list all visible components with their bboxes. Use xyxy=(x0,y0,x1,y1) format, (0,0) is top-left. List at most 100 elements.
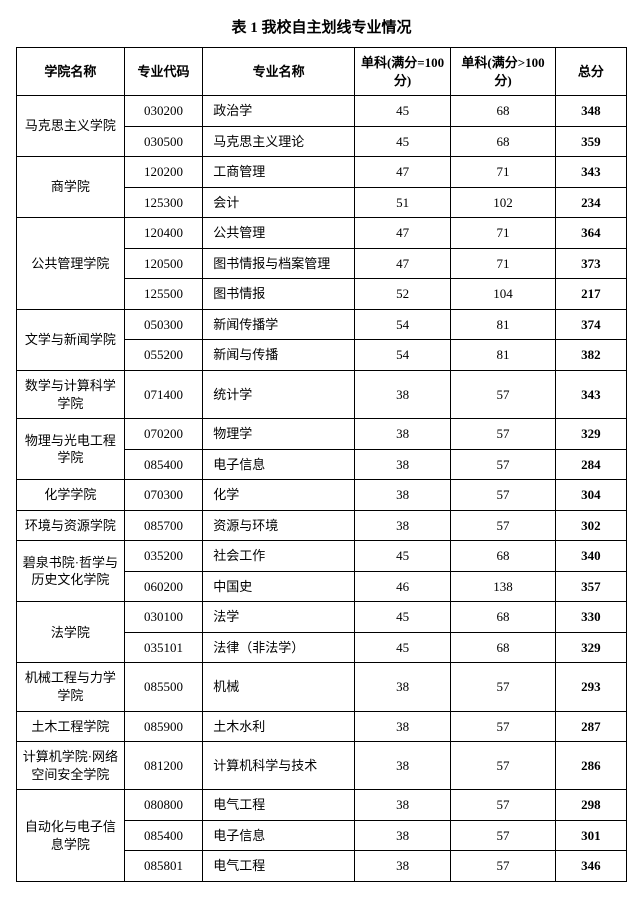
cell-total: 382 xyxy=(555,340,626,371)
cell-college: 土木工程学院 xyxy=(17,711,125,742)
cell-total: 364 xyxy=(555,218,626,249)
cell-major: 电子信息 xyxy=(203,449,355,480)
cell-major: 电气工程 xyxy=(203,790,355,821)
cell-total: 284 xyxy=(555,449,626,480)
cell-score2: 71 xyxy=(451,248,556,279)
cell-score2: 57 xyxy=(451,742,556,790)
cell-score2: 138 xyxy=(451,571,556,602)
cell-total: 346 xyxy=(555,851,626,882)
cell-major: 公共管理 xyxy=(203,218,355,249)
cell-code: 085400 xyxy=(124,449,202,480)
cell-major: 中国史 xyxy=(203,571,355,602)
cell-major: 资源与环境 xyxy=(203,510,355,541)
table-row: 计算机学院·网络空间安全学院081200计算机科学与技术3857286 xyxy=(17,742,627,790)
table-row: 化学学院070300化学3857304 xyxy=(17,480,627,511)
cell-score1: 46 xyxy=(354,571,450,602)
cell-code: 050300 xyxy=(124,309,202,340)
cell-code: 030100 xyxy=(124,602,202,633)
cell-score2: 102 xyxy=(451,187,556,218)
cell-total: 302 xyxy=(555,510,626,541)
cell-total: 343 xyxy=(555,371,626,419)
cell-college: 文学与新闻学院 xyxy=(17,309,125,370)
cell-score1: 54 xyxy=(354,309,450,340)
cell-code: 080800 xyxy=(124,790,202,821)
cell-major: 政治学 xyxy=(203,96,355,127)
cell-code: 030500 xyxy=(124,126,202,157)
cell-college: 物理与光电工程学院 xyxy=(17,419,125,480)
cell-total: 329 xyxy=(555,632,626,663)
cell-major: 法律（非法学） xyxy=(203,632,355,663)
cell-score2: 71 xyxy=(451,218,556,249)
cell-total: 330 xyxy=(555,602,626,633)
cell-score1: 38 xyxy=(354,790,450,821)
cell-total: 357 xyxy=(555,571,626,602)
th-code: 专业代码 xyxy=(124,48,202,96)
cell-code: 085700 xyxy=(124,510,202,541)
table-title: 表 1 我校自主划线专业情况 xyxy=(16,16,627,37)
cell-score2: 57 xyxy=(451,820,556,851)
table-row: 商学院120200工商管理4771343 xyxy=(17,157,627,188)
cell-code: 035101 xyxy=(124,632,202,663)
cell-code: 071400 xyxy=(124,371,202,419)
cell-score1: 45 xyxy=(354,632,450,663)
cell-score2: 71 xyxy=(451,157,556,188)
cell-major: 社会工作 xyxy=(203,541,355,572)
cell-code: 085900 xyxy=(124,711,202,742)
cell-college: 机械工程与力学学院 xyxy=(17,663,125,711)
cell-major: 图书情报 xyxy=(203,279,355,310)
cell-code: 035200 xyxy=(124,541,202,572)
cell-total: 374 xyxy=(555,309,626,340)
th-score1: 单科(满分=100 分) xyxy=(354,48,450,96)
cell-major: 工商管理 xyxy=(203,157,355,188)
cell-total: 293 xyxy=(555,663,626,711)
cell-major: 电子信息 xyxy=(203,820,355,851)
cell-score2: 57 xyxy=(451,480,556,511)
cell-score1: 45 xyxy=(354,541,450,572)
cell-score2: 57 xyxy=(451,510,556,541)
table-row: 碧泉书院·哲学与历史文化学院035200社会工作4568340 xyxy=(17,541,627,572)
cell-total: 287 xyxy=(555,711,626,742)
cell-major: 计算机科学与技术 xyxy=(203,742,355,790)
cell-major: 图书情报与档案管理 xyxy=(203,248,355,279)
th-total: 总分 xyxy=(555,48,626,96)
table-row: 土木工程学院085900土木水利3857287 xyxy=(17,711,627,742)
cell-score2: 57 xyxy=(451,851,556,882)
cell-total: 217 xyxy=(555,279,626,310)
cell-code: 085500 xyxy=(124,663,202,711)
cell-score2: 68 xyxy=(451,602,556,633)
cell-score2: 57 xyxy=(451,371,556,419)
cell-college: 法学院 xyxy=(17,602,125,663)
cell-score2: 57 xyxy=(451,790,556,821)
score-table: 学院名称 专业代码 专业名称 单科(满分=100 分) 单科(满分>100 分)… xyxy=(16,47,627,882)
cell-total: 329 xyxy=(555,419,626,450)
cell-score1: 38 xyxy=(354,449,450,480)
cell-score1: 38 xyxy=(354,711,450,742)
cell-college: 公共管理学院 xyxy=(17,218,125,310)
cell-score1: 47 xyxy=(354,218,450,249)
cell-total: 359 xyxy=(555,126,626,157)
cell-score2: 68 xyxy=(451,541,556,572)
cell-score1: 47 xyxy=(354,248,450,279)
cell-college: 商学院 xyxy=(17,157,125,218)
cell-major: 马克思主义理论 xyxy=(203,126,355,157)
cell-major: 会计 xyxy=(203,187,355,218)
cell-score1: 38 xyxy=(354,371,450,419)
table-header-row: 学院名称 专业代码 专业名称 单科(满分=100 分) 单科(满分>100 分)… xyxy=(17,48,627,96)
table-row: 公共管理学院120400公共管理4771364 xyxy=(17,218,627,249)
cell-college: 自动化与电子信息学院 xyxy=(17,790,125,882)
table-row: 文学与新闻学院050300新闻传播学5481374 xyxy=(17,309,627,340)
cell-total: 298 xyxy=(555,790,626,821)
cell-total: 373 xyxy=(555,248,626,279)
cell-total: 343 xyxy=(555,157,626,188)
cell-score2: 81 xyxy=(451,309,556,340)
cell-score2: 81 xyxy=(451,340,556,371)
cell-score1: 54 xyxy=(354,340,450,371)
cell-college: 计算机学院·网络空间安全学院 xyxy=(17,742,125,790)
cell-score1: 38 xyxy=(354,851,450,882)
cell-total: 304 xyxy=(555,480,626,511)
cell-code: 085801 xyxy=(124,851,202,882)
cell-major: 统计学 xyxy=(203,371,355,419)
cell-score1: 38 xyxy=(354,480,450,511)
cell-code: 055200 xyxy=(124,340,202,371)
cell-score2: 57 xyxy=(451,449,556,480)
